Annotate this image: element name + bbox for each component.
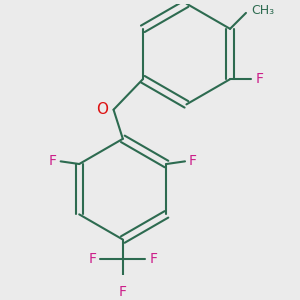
Text: F: F [189,154,197,168]
Text: F: F [149,252,157,266]
Text: F: F [88,252,96,266]
Text: F: F [119,285,127,298]
Text: CH₃: CH₃ [251,4,274,17]
Text: F: F [49,154,57,168]
Text: O: O [96,102,108,117]
Text: F: F [255,72,263,86]
